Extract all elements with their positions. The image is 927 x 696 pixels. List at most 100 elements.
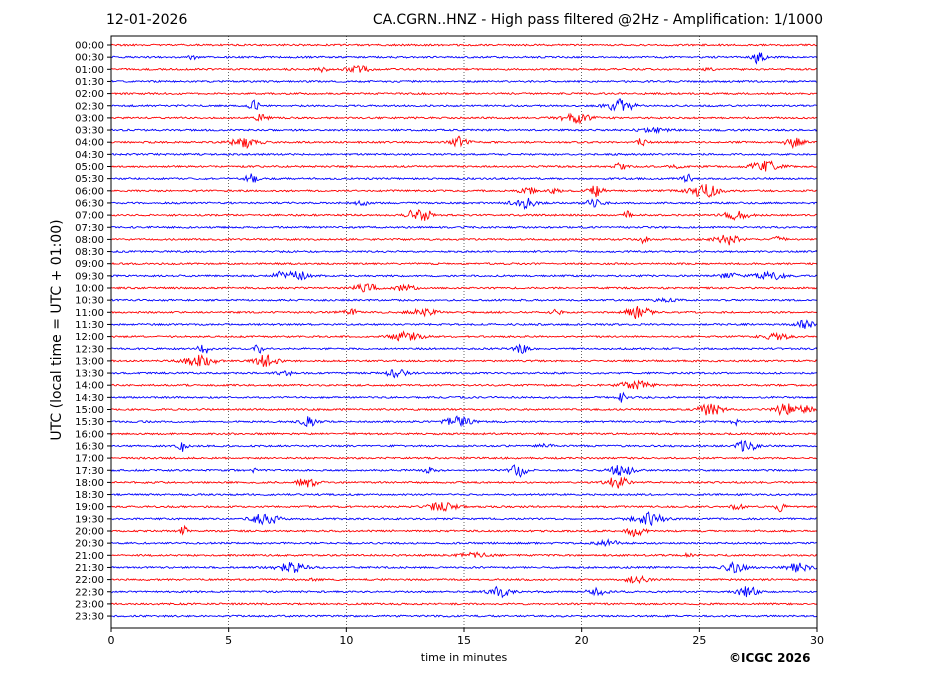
y-tick-label-32: 16:00	[75, 429, 104, 440]
trace-0930	[110, 270, 818, 281]
y-tick-label-42: 21:00	[75, 551, 104, 562]
trace-0730	[110, 225, 818, 229]
y-tick-label-46: 23:00	[75, 599, 104, 610]
trace-2100	[110, 551, 818, 558]
y-tick-label-35: 17:30	[75, 466, 104, 477]
y-tick-label-6: 03:00	[75, 113, 104, 124]
trace-0200	[110, 91, 818, 96]
trace-0130	[110, 79, 818, 84]
y-tick-label-45: 22:30	[75, 587, 104, 598]
y-tick-label-11: 05:30	[75, 174, 104, 185]
trace-1630	[110, 439, 818, 452]
y-tick-label-31: 15:30	[75, 417, 104, 428]
copyright-text: ©ICGC 2026	[729, 651, 811, 665]
y-tick-label-30: 15:00	[75, 405, 104, 416]
trace-2330	[110, 614, 818, 618]
trace-1430	[110, 391, 818, 403]
trace-0630	[110, 197, 818, 210]
trace-1330	[110, 369, 818, 379]
x-tick-label-1: 5	[225, 634, 232, 647]
trace-2000	[110, 524, 818, 538]
trace-1100	[111, 305, 818, 319]
y-tick-label-21: 10:30	[75, 296, 104, 307]
trace-0000	[110, 43, 818, 47]
y-tick-label-13: 06:30	[75, 198, 104, 209]
x-tick-label-2: 10	[339, 634, 353, 647]
y-tick-label-15: 07:30	[75, 223, 104, 234]
y-tick-label-7: 03:30	[75, 126, 104, 137]
trace-1730	[110, 464, 818, 478]
trace-2230	[110, 585, 818, 599]
y-tick-label-1: 00:30	[75, 53, 104, 64]
trace-1000	[110, 282, 818, 293]
y-tick-label-36: 18:00	[75, 478, 104, 489]
trace-0900	[110, 262, 818, 266]
x-axis-label: time in minutes	[420, 651, 508, 664]
y-tick-label-14: 07:00	[75, 211, 104, 222]
y-tick-label-10: 05:00	[75, 162, 104, 173]
trace-0800	[110, 234, 818, 246]
trace-1930	[110, 511, 818, 527]
trace-0530	[110, 173, 818, 183]
y-tick-label-37: 18:30	[75, 490, 104, 501]
trace-0830	[110, 249, 818, 254]
trace-1800	[110, 476, 818, 489]
y-tick-label-19: 09:30	[75, 271, 104, 282]
x-axis: 0 5 10 15 20 25 30	[108, 628, 824, 647]
y-tick-label-16: 08:00	[75, 235, 104, 246]
trace-1130	[110, 319, 818, 329]
trace-1530	[110, 415, 818, 428]
trace-1700	[110, 456, 818, 460]
y-tick-label-34: 17:00	[75, 454, 104, 465]
trace-2200	[110, 574, 818, 585]
trace-1600	[110, 432, 818, 436]
trace-0300	[110, 112, 818, 125]
trace-1400	[110, 379, 818, 390]
seismic-traces	[110, 43, 818, 618]
trace-1900	[110, 501, 818, 513]
x-tick-label-0: 0	[108, 634, 115, 647]
trace-0330	[110, 126, 818, 135]
y-tick-label-47: 23:30	[75, 612, 104, 623]
y-tick-label-4: 02:00	[75, 89, 104, 100]
x-tick-label-4: 20	[575, 634, 589, 647]
trace-1500	[110, 403, 818, 417]
y-tick-label-41: 20:30	[75, 539, 104, 550]
trace-0600	[110, 183, 818, 198]
trace-0500	[110, 160, 818, 172]
y-tick-label-29: 14:30	[75, 393, 104, 404]
y-tick-label-28: 14:00	[75, 381, 104, 392]
trace-1830	[110, 492, 818, 497]
y-tick-label-24: 12:00	[75, 332, 104, 343]
trace-0230	[110, 98, 818, 112]
y-tick-label-2: 01:00	[75, 65, 104, 76]
y-tick-label-23: 11:30	[75, 320, 104, 331]
plot-date: 12-01-2026	[106, 12, 188, 28]
trace-0430	[110, 152, 818, 157]
y-tick-label-44: 22:00	[75, 575, 104, 586]
y-tick-label-3: 01:30	[75, 77, 104, 88]
trace-1230	[110, 343, 818, 355]
x-tick-label-5: 25	[692, 634, 706, 647]
trace-2030	[110, 538, 818, 547]
y-tick-label-17: 08:30	[75, 247, 104, 258]
y-tick-label-33: 16:30	[75, 441, 104, 452]
trace-0100	[110, 65, 818, 74]
grid-lines	[228, 36, 700, 628]
trace-2300	[110, 602, 818, 606]
trace-0030	[110, 52, 818, 65]
trace-0700	[110, 209, 818, 222]
trace-2130	[110, 560, 818, 574]
y-tick-label-9: 04:30	[75, 150, 104, 161]
y-tick-label-43: 21:30	[75, 563, 104, 574]
y-tick-label-5: 02:30	[75, 101, 104, 112]
y-tick-label-40: 20:00	[75, 527, 104, 538]
y-tick-label-20: 10:00	[75, 284, 104, 295]
trace-1030	[110, 297, 818, 303]
x-tick-label-6: 30	[810, 634, 824, 647]
y-tick-label-26: 13:00	[75, 356, 104, 367]
y-tick-label-12: 06:00	[75, 186, 104, 197]
y-tick-label-22: 11:00	[75, 308, 104, 319]
